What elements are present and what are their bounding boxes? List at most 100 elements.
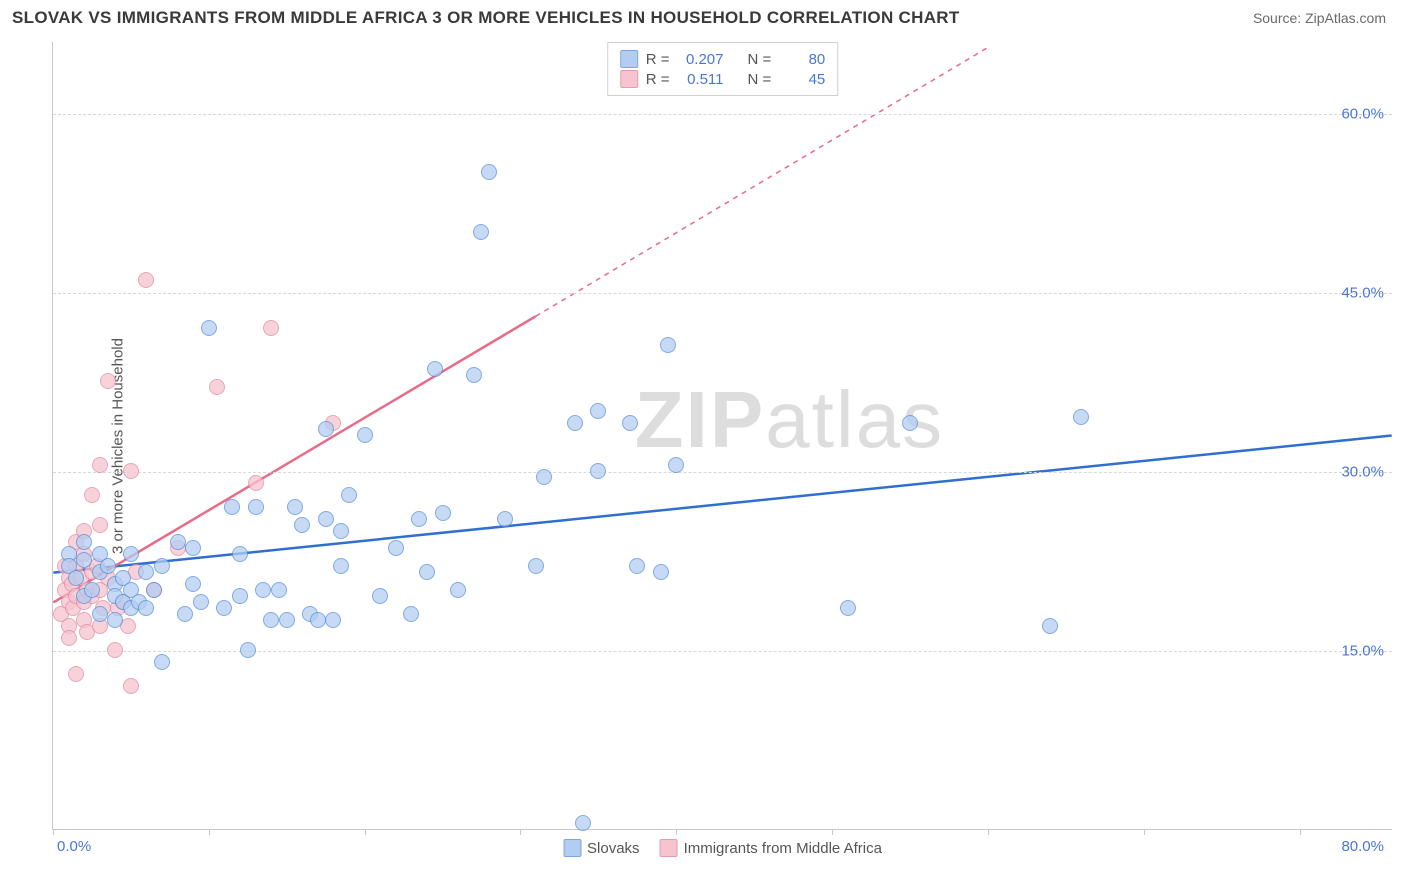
x-tick <box>365 829 366 835</box>
n-label: N = <box>748 71 772 88</box>
point-series1 <box>403 606 419 622</box>
x-tick <box>209 829 210 835</box>
point-series1 <box>528 558 544 574</box>
point-series1 <box>497 511 513 527</box>
point-series2 <box>92 457 108 473</box>
point-series2 <box>107 642 123 658</box>
legend-row: R = 0.207 N = 80 <box>620 49 826 69</box>
x-tick <box>988 829 989 835</box>
point-series1 <box>185 540 201 556</box>
point-series1 <box>216 600 232 616</box>
point-series1 <box>1073 409 1089 425</box>
point-series1 <box>333 558 349 574</box>
point-series1 <box>840 600 856 616</box>
series-legend: Slovaks Immigrants from Middle Africa <box>563 839 882 857</box>
point-series2 <box>92 517 108 533</box>
point-series1 <box>653 564 669 580</box>
point-series1 <box>466 367 482 383</box>
point-series1 <box>411 511 427 527</box>
x-axis-min-label: 0.0% <box>57 838 91 855</box>
point-series1 <box>138 600 154 616</box>
point-series1 <box>224 499 240 515</box>
point-series1 <box>357 427 373 443</box>
point-series1 <box>325 612 341 628</box>
point-series1 <box>668 457 684 473</box>
point-series1 <box>232 588 248 604</box>
point-series1 <box>146 582 162 598</box>
x-tick <box>676 829 677 835</box>
y-tick-label: 15.0% <box>1341 642 1384 659</box>
point-series1 <box>341 487 357 503</box>
point-series1 <box>279 612 295 628</box>
point-series1 <box>419 564 435 580</box>
x-axis-max-label: 80.0% <box>1341 838 1384 855</box>
y-tick-label: 45.0% <box>1341 284 1384 301</box>
y-tick-label: 30.0% <box>1341 463 1384 480</box>
x-tick <box>53 829 54 835</box>
point-series1 <box>170 534 186 550</box>
point-series1 <box>590 463 606 479</box>
n-value: 80 <box>779 51 825 68</box>
gridline <box>53 472 1392 473</box>
point-series2 <box>123 678 139 694</box>
point-series2 <box>248 475 264 491</box>
point-series2 <box>263 320 279 336</box>
correlation-legend: R = 0.207 N = 80 R = 0.511 N = 45 <box>607 42 839 96</box>
point-series1 <box>287 499 303 515</box>
x-tick <box>1144 829 1145 835</box>
point-series1 <box>567 415 583 431</box>
chart-header: SLOVAK VS IMMIGRANTS FROM MIDDLE AFRICA … <box>0 0 1406 32</box>
x-tick <box>832 829 833 835</box>
trend-lines <box>53 42 1392 829</box>
n-label: N = <box>748 51 772 68</box>
point-series1 <box>388 540 404 556</box>
swatch-series1 <box>563 839 581 857</box>
r-label: R = <box>646 71 670 88</box>
point-series1 <box>154 654 170 670</box>
point-series1 <box>271 582 287 598</box>
point-series1 <box>123 546 139 562</box>
swatch-series2 <box>660 839 678 857</box>
point-series1 <box>435 505 451 521</box>
point-series1 <box>177 606 193 622</box>
point-series1 <box>1042 618 1058 634</box>
legend-item: Slovaks <box>563 839 640 857</box>
x-tick <box>520 829 521 835</box>
point-series1 <box>372 588 388 604</box>
point-series1 <box>575 815 591 831</box>
point-series1 <box>185 576 201 592</box>
point-series1 <box>76 552 92 568</box>
legend-row: R = 0.511 N = 45 <box>620 69 826 89</box>
point-series1 <box>107 612 123 628</box>
swatch-series1 <box>620 50 638 68</box>
point-series1 <box>902 415 918 431</box>
point-series1 <box>100 558 116 574</box>
point-series2 <box>84 487 100 503</box>
point-series1 <box>232 546 248 562</box>
point-series2 <box>68 666 84 682</box>
plot-area: ZIPatlas R = 0.207 N = 80 R = 0.511 N = … <box>52 42 1392 830</box>
point-series1 <box>92 606 108 622</box>
point-series2 <box>209 379 225 395</box>
point-series1 <box>84 582 100 598</box>
point-series1 <box>263 612 279 628</box>
point-series1 <box>76 534 92 550</box>
r-value: 0.511 <box>678 71 724 88</box>
point-series1 <box>427 361 443 377</box>
point-series1 <box>154 558 170 574</box>
r-label: R = <box>646 51 670 68</box>
point-series1 <box>660 337 676 353</box>
r-value: 0.207 <box>678 51 724 68</box>
point-series1 <box>481 164 497 180</box>
gridline <box>53 114 1392 115</box>
point-series1 <box>193 594 209 610</box>
x-tick <box>1300 829 1301 835</box>
chart-title: SLOVAK VS IMMIGRANTS FROM MIDDLE AFRICA … <box>12 8 960 28</box>
point-series1 <box>590 403 606 419</box>
point-series1 <box>248 499 264 515</box>
point-series1 <box>318 421 334 437</box>
point-series1 <box>450 582 466 598</box>
y-tick-label: 60.0% <box>1341 105 1384 122</box>
point-series1 <box>318 511 334 527</box>
point-series1 <box>138 564 154 580</box>
